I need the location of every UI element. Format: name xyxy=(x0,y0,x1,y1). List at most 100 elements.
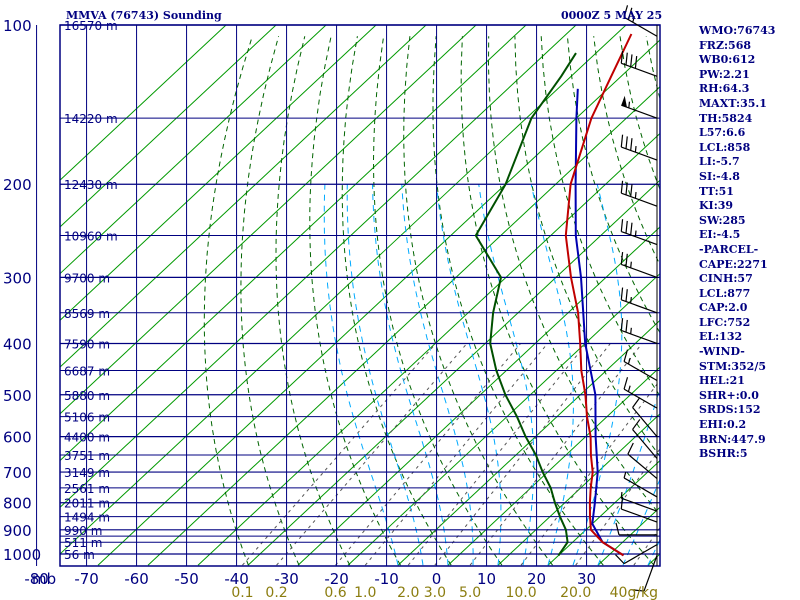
dry-adiabat-line xyxy=(341,36,452,566)
sounding-index: WMO:76743 xyxy=(699,24,776,37)
wind-barb-feather xyxy=(623,377,629,390)
wind-barb-half-feather xyxy=(627,357,631,365)
dry-adiabat-line xyxy=(240,36,300,566)
pressure-tick-label: 500 xyxy=(3,387,32,405)
wind-barb-feather xyxy=(627,442,634,455)
dewpoint-line xyxy=(474,52,577,556)
wind-barb-feather xyxy=(627,7,633,20)
temperature-tick-label: -10 xyxy=(374,570,399,588)
sounding-index: L57:6.6 xyxy=(699,126,746,140)
wind-barb-feather xyxy=(625,319,628,333)
sounding-index: EL:132 xyxy=(699,330,743,344)
temperature-tick-label: -70 xyxy=(74,570,99,588)
height-label: 3149 m xyxy=(64,466,110,480)
height-label: 1494 m xyxy=(64,511,110,525)
wind-barb-feather xyxy=(631,589,645,592)
mixing-ratio-line xyxy=(469,343,643,566)
wind-barb-half-feather xyxy=(630,327,632,334)
height-label: 12430 m xyxy=(64,178,118,192)
wind-barb-feather xyxy=(620,134,624,148)
wind-barb-feather xyxy=(634,56,638,69)
isotherm-line xyxy=(547,459,660,566)
wind-barb xyxy=(621,95,658,119)
wind-barb xyxy=(620,491,658,512)
wind-barb-shaft xyxy=(632,429,658,459)
sounding-index: HEL:21 xyxy=(699,374,745,388)
sounding-index: SHR+:0.0 xyxy=(699,388,759,402)
dry-adiabat-line xyxy=(487,36,660,516)
height-label: 10960 m xyxy=(64,230,118,244)
sounding-index: EI:-4.5 xyxy=(699,228,741,242)
isotherm-line xyxy=(147,86,660,566)
sounding-index: BSHR:5 xyxy=(699,447,748,461)
wind-barb xyxy=(623,5,658,37)
moist-adiabat-line xyxy=(436,184,502,566)
moist-adiabat-line xyxy=(346,184,424,566)
temperature-tick-label: 10 xyxy=(477,570,496,588)
wind-barb-feather xyxy=(625,52,628,66)
dry-adiabat-line xyxy=(309,36,401,566)
mixing-ratio-label: 40g/kg xyxy=(610,585,658,600)
wind-barb-feather xyxy=(625,253,628,267)
isotherm-line xyxy=(60,25,577,508)
height-label: 9700 m xyxy=(64,271,110,285)
temperature-tick-label: -30 xyxy=(274,570,299,588)
wind-barb-half-feather xyxy=(630,261,632,268)
dry-adiabat-line xyxy=(203,36,253,566)
wind-barb xyxy=(620,134,658,161)
height-label: 990 m xyxy=(64,524,102,538)
wind-barb-feather xyxy=(625,182,628,195)
temperature-tick-label: 30 xyxy=(577,570,596,588)
pressure-tick-label: 200 xyxy=(3,176,32,194)
sounding-index: FRZ:568 xyxy=(699,38,752,52)
mixing-ratio-label: 0.6 xyxy=(324,585,346,600)
sounding-index: SI:-4.8 xyxy=(699,169,740,183)
wind-barb xyxy=(631,555,658,592)
wind-barb-feather xyxy=(630,54,633,67)
wind-barb-shaft xyxy=(621,146,658,161)
wind-barb-shaft xyxy=(621,263,658,278)
sounding-index: SW:285 xyxy=(699,213,746,227)
height-label: 14220 m xyxy=(64,112,118,126)
pressure-tick-label: 600 xyxy=(3,429,32,447)
wind-barb-half-feather xyxy=(634,145,637,153)
temperature-tick-label: 0 xyxy=(432,570,442,588)
isotherm-line xyxy=(447,366,660,566)
sounding-indices-panel: WMO:76743 FRZ:568 WB0:612 PW:2.21 RH:64.3 MAX… xyxy=(699,24,775,462)
wind-barb-feather xyxy=(620,180,624,194)
isotherm-line xyxy=(247,179,660,566)
sounding-index: SRDS:152 xyxy=(699,403,761,417)
temperature-line xyxy=(564,33,633,557)
wind-barb xyxy=(620,219,658,246)
sounding-index: LCL:877 xyxy=(699,286,751,300)
wind-barb-feather xyxy=(620,219,624,232)
wind-barb-flag xyxy=(621,95,627,108)
wind-barb-half-feather xyxy=(628,101,631,108)
sounding-index: PW:2.21 xyxy=(699,67,750,81)
sounding-index: TT:51 xyxy=(699,184,734,198)
isotherm-line xyxy=(97,39,660,566)
isotherm-line xyxy=(60,25,277,228)
wind-barb-shaft xyxy=(623,388,658,409)
plot-frame xyxy=(59,24,661,567)
dry-adiabat-line xyxy=(275,36,351,566)
mixing-ratio-label: 5.0 xyxy=(459,585,481,600)
wind-barb-feather xyxy=(632,419,641,430)
height-label: 7590 m xyxy=(64,337,110,351)
height-label: 2561 m xyxy=(64,482,110,496)
mixing-ratio-line xyxy=(407,343,587,566)
pressure-tick-label: 1000 xyxy=(3,546,41,564)
wind-barb-feather xyxy=(625,289,628,302)
mixing-ratio-line xyxy=(242,343,437,566)
sounding-index: KI:39 xyxy=(699,199,734,213)
isotherm-line xyxy=(347,272,660,566)
sounding-index: BRN:447.9 xyxy=(699,432,766,446)
sounding-index: STM:352/5 xyxy=(699,359,766,373)
wind-barb xyxy=(623,471,658,498)
wind-barb-shaft xyxy=(621,230,658,246)
height-label: 8569 m xyxy=(64,307,110,321)
wind-barb-feather xyxy=(620,318,624,331)
isotherm-line xyxy=(397,319,660,566)
isotherm-line xyxy=(497,413,660,566)
dry-adiabat-line xyxy=(432,36,604,566)
